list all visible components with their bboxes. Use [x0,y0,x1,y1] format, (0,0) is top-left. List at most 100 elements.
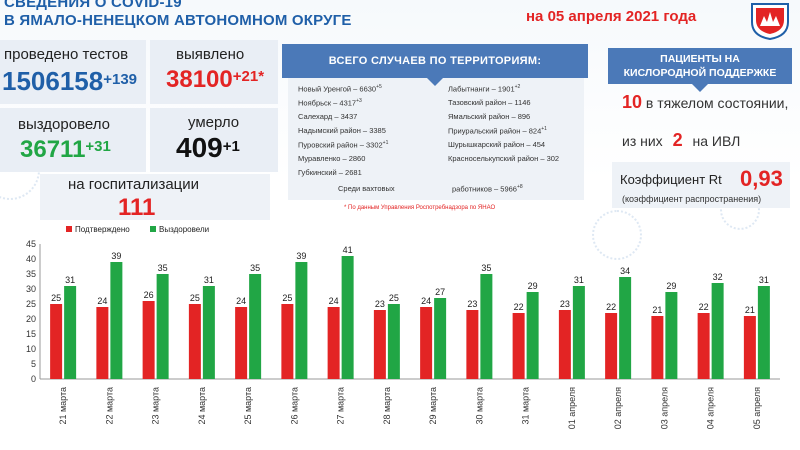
legend-label: Подтверждено [75,225,130,234]
x-tick-label: 26 марта [289,387,299,425]
bar-value-label: 23 [560,299,570,309]
ivl-count: 2 [672,130,683,150]
y-tick-label: 5 [31,359,36,369]
bar-value-label: 41 [343,245,353,255]
bar-value-label: 39 [296,251,306,261]
oxygen-title: ПАЦИЕНТЫ НА КИСЛОРОДНОЙ ПОДДЕРЖКЕ [608,48,792,92]
bar-recovered [295,262,308,379]
y-tick-label: 20 [26,314,36,324]
bar-value-label: 24 [329,296,339,306]
bar-value-label: 39 [111,251,121,261]
bar-recovered [434,298,447,379]
legend-label: Выздоровели [159,225,209,234]
x-tick-label: 24 марта [197,387,207,425]
bar-confirmed [50,304,63,379]
hospital-card: на госпитализации 111 [40,174,270,221]
bar-value-label: 29 [528,281,538,291]
x-tick-label: 29 марта [428,387,438,425]
territory-item: Лабытнанги – 1901+2 [448,84,521,94]
bar-value-label: 24 [421,296,431,306]
bar-confirmed [142,301,155,379]
bar-confirmed [188,304,201,379]
virus-decoration-icon [592,210,642,260]
territories-title: ВСЕГО СЛУЧАЕВ ПО ТЕРРИТОРИЯМ: [282,44,588,86]
territory-item: Красноселькупский район – 302 [448,154,560,163]
x-tick-label: 05 апреля [752,387,762,429]
coat-of-arms-icon [751,3,789,40]
bar-value-label: 21 [652,305,662,315]
x-tick-label: 31 марта [521,387,531,425]
detected-delta: +21* [232,68,265,85]
recovered-value: 36711+31 [20,136,111,163]
x-tick-label: 22 марта [104,387,114,425]
bar-value-label: 25 [51,293,61,303]
y-tick-label: 15 [26,329,36,339]
died-value: 409+1 [176,132,240,163]
bar-confirmed [512,313,525,379]
bar-confirmed [466,310,479,379]
bar-recovered [619,277,632,379]
bar-recovered [480,274,493,379]
recovered-delta: +31 [85,138,111,155]
x-tick-label: 21 марта [58,387,68,425]
died-label: умерло [188,114,240,131]
bar-value-label: 23 [375,299,385,309]
rt-box: Коэффициент Rt 0,93 (коэффициент распрос… [612,162,790,208]
bar-confirmed [651,316,664,379]
tests-label: проведено тестов [4,46,129,63]
tests-delta: +139 [103,71,138,88]
x-tick-label: 04 апреля [706,387,716,429]
y-tick-label: 25 [26,299,36,309]
bar-confirmed [235,307,248,379]
bar-confirmed [373,310,386,379]
bar-value-label: 32 [713,272,723,282]
bar-recovered [572,286,585,379]
ivl-post: на ИВЛ [692,133,741,149]
bar-confirmed [420,307,433,379]
y-tick-label: 0 [31,374,36,384]
shift-workers-value: работников – 5966+8 [452,184,523,194]
detected-card: выявлено 38100+21* [150,40,278,104]
bar-value-label: 24 [97,296,107,306]
x-tick-label: 03 апреля [659,387,669,429]
bar-confirmed [743,316,756,379]
bar-confirmed [327,307,340,379]
bar-value-label: 22 [514,302,524,312]
bar-recovered [665,292,678,379]
detected-label: выявлено [176,46,245,63]
shift-workers-label: Среди вахтовых [338,184,395,193]
y-tick-label: 30 [26,284,36,294]
territory-item: Губкинский – 2681 [298,168,362,177]
died-card: умерло 409+1 [150,108,278,172]
y-tick-label: 35 [26,269,36,279]
bar-confirmed [605,313,618,379]
severe-row: 10 в тяжелом состоянии, [622,92,788,113]
bar-recovered [387,304,400,379]
bar-value-label: 23 [467,299,477,309]
bar-value-label: 31 [574,275,584,285]
severe-count: 10 [622,92,643,112]
bar-value-label: 29 [666,281,676,291]
x-tick-label: 28 марта [382,387,392,425]
recovered-card: выздоровело 36711+31 [0,108,146,172]
x-tick-label: 30 марта [474,387,484,425]
ivl-row: из них 2 на ИВЛ [622,130,740,151]
bar-recovered [249,274,262,379]
bar-value-label: 25 [389,293,399,303]
report-date: на 05 апреля 2021 года [526,8,697,25]
died-delta: +1 [222,138,240,155]
territory-item: Приуральский район – 824+1 [448,126,547,136]
bar-value-label: 27 [435,287,445,297]
bar-recovered [757,286,770,379]
bar-value-label: 35 [250,263,260,273]
x-axis-labels: 21 марта 22 марта 23 марта 24 марта 25 марта… [58,387,762,429]
bar-recovered [64,286,77,379]
bar-confirmed [558,310,571,379]
bar-value-label: 34 [620,266,630,276]
x-tick-label: 01 апреля [567,387,577,429]
bar-confirmed [96,307,109,379]
bar-value-label: 24 [236,296,246,306]
territory-item: Ямальский район – 896 [448,112,531,121]
